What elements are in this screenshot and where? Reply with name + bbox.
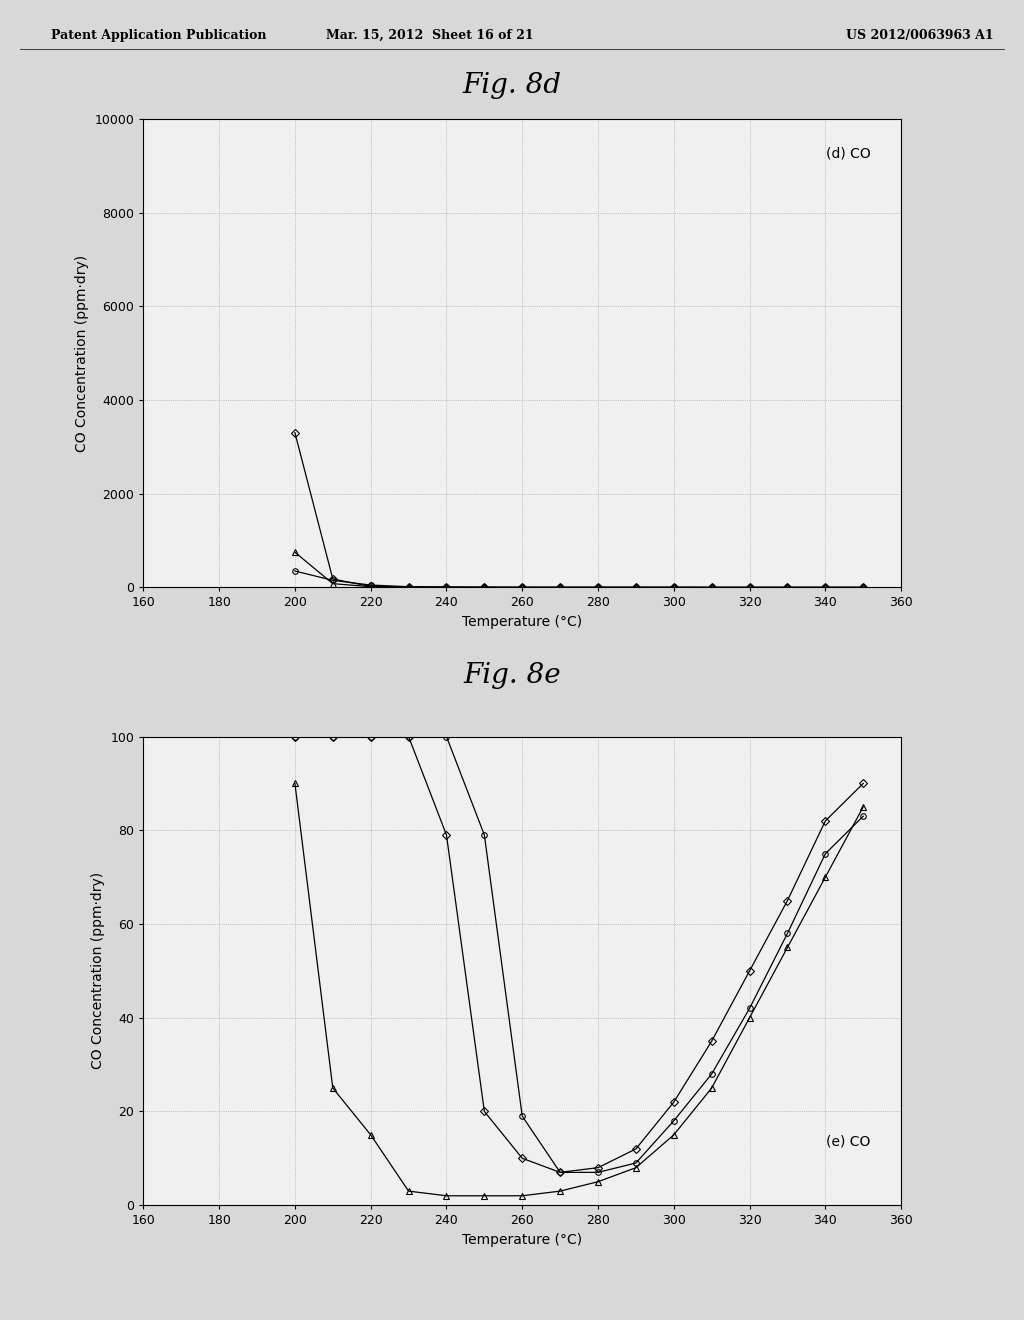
X-axis label: Temperature (°C): Temperature (°C) — [462, 615, 583, 630]
X-axis label: Temperature (°C): Temperature (°C) — [462, 1233, 583, 1247]
Text: (e) CO: (e) CO — [826, 1135, 870, 1148]
Text: Mar. 15, 2012  Sheet 16 of 21: Mar. 15, 2012 Sheet 16 of 21 — [327, 29, 534, 42]
Text: US 2012/0063963 A1: US 2012/0063963 A1 — [846, 29, 993, 42]
Text: Fig. 8d: Fig. 8d — [463, 73, 561, 99]
Text: Patent Application Publication: Patent Application Publication — [51, 29, 266, 42]
Y-axis label: CO Concentration (ppm·dry): CO Concentration (ppm·dry) — [75, 255, 89, 451]
Text: (d) CO: (d) CO — [826, 147, 870, 161]
Y-axis label: CO Concentration (ppm·dry): CO Concentration (ppm·dry) — [91, 873, 104, 1069]
Text: Fig. 8e: Fig. 8e — [463, 663, 561, 689]
